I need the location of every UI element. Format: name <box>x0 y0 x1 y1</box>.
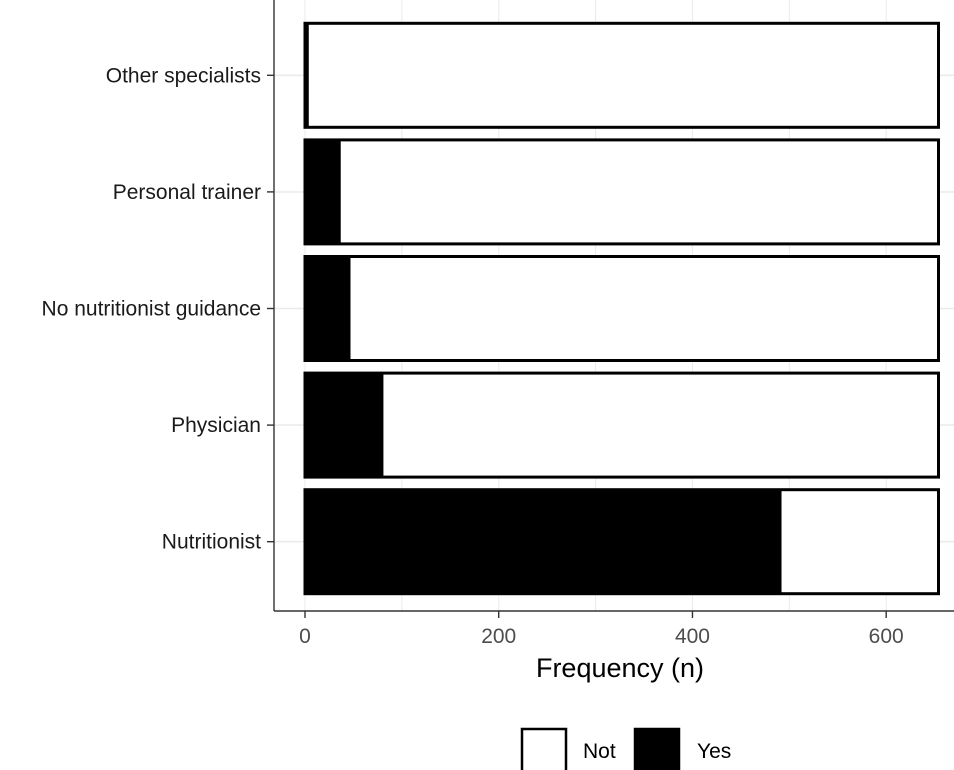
bar-outline <box>303 138 941 246</box>
bar-not-nutritionist <box>781 489 939 594</box>
bar-not-physician <box>383 373 939 478</box>
bar-yes-physician <box>304 373 384 478</box>
y-axis-ticks: Other specialists Personal trainer No nutr… <box>42 64 274 554</box>
bar-yes-no-nutritionist-guidance <box>304 256 351 361</box>
x-tick-label: 0 <box>299 625 311 648</box>
bar-not-no-nutritionist-guidance <box>350 256 939 361</box>
y-tick-label: No nutritionist guidance <box>42 298 261 321</box>
legend-label-not: Not <box>583 740 616 763</box>
x-tick-label: 400 <box>675 625 710 648</box>
y-tick-label: Nutritionist <box>162 531 261 554</box>
x-axis-ticks: 0 200 400 600 <box>299 611 904 648</box>
legend-key-not <box>520 727 568 770</box>
x-tick-label: 200 <box>481 625 516 648</box>
bar-not-other-specialists <box>308 23 939 128</box>
bar-yes-other-specialists <box>304 23 309 128</box>
legend-key-yes <box>633 727 681 770</box>
bar-outline <box>303 21 941 129</box>
x-axis-title: Frequency (n) <box>536 653 704 683</box>
bar-not-personal-trainer <box>340 139 939 244</box>
bar-yes-nutritionist <box>304 489 782 594</box>
bar-outline <box>303 488 941 596</box>
bar-outline <box>303 371 941 479</box>
legend-label-yes: Yes <box>697 740 731 763</box>
bars <box>303 21 941 596</box>
x-tick-label: 600 <box>869 625 904 648</box>
bar-outline <box>303 255 941 362</box>
y-tick-label: Personal trainer <box>113 181 261 204</box>
axes <box>273 0 954 612</box>
y-tick-label: Other specialists <box>106 64 261 87</box>
legend: Not Yes <box>520 727 731 770</box>
y-tick-label: Physician <box>171 414 261 437</box>
bar-yes-personal-trainer <box>304 139 341 244</box>
